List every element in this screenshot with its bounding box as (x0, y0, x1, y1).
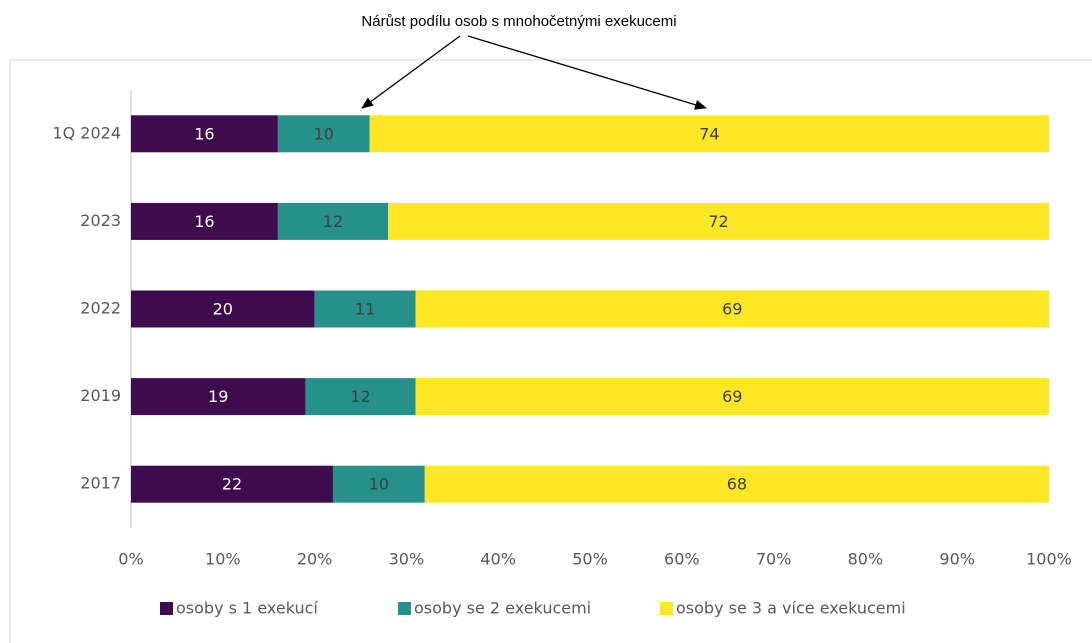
bar-segment (131, 290, 315, 328)
y-tick-label: 2023 (80, 211, 121, 230)
bar-segment (131, 202, 278, 240)
bar-segment (305, 378, 416, 416)
bar-segment (424, 465, 1049, 503)
data-label: 72 (708, 212, 728, 231)
x-tick-label: 0% (118, 550, 143, 569)
data-label: 16 (194, 124, 214, 143)
x-tick-label: 90% (939, 550, 975, 569)
data-label: 20 (213, 300, 233, 319)
x-tick-label: 80% (848, 550, 884, 569)
bar-segment (415, 290, 1050, 328)
data-label: 74 (699, 124, 719, 143)
x-tick-label: 20% (297, 550, 333, 569)
legend-label: osoby s 1 exekucí (176, 599, 318, 618)
bar-segment (388, 202, 1049, 240)
y-tick-label: 1Q 2024 (52, 123, 121, 142)
bar-segment (131, 115, 278, 153)
data-label: 16 (194, 212, 214, 231)
bar-segment (277, 202, 389, 240)
annotation: Nárůst podílu osob s mnohočetnými exekuc… (361, 13, 676, 30)
bar-segment (369, 115, 1049, 153)
bar-segment (314, 290, 416, 328)
chart-frame (9, 59, 1092, 643)
annotation-arrow (361, 35, 461, 109)
data-label: 12 (323, 212, 343, 231)
x-tick-label: 40% (480, 550, 516, 569)
data-label: 69 (722, 300, 742, 319)
x-tick-label: 50% (572, 550, 608, 569)
data-label: 10 (369, 475, 389, 494)
data-label: 22 (222, 475, 242, 494)
y-tick-label: 2022 (80, 299, 121, 318)
legend-swatch (160, 602, 173, 615)
data-label: 19 (208, 387, 228, 406)
y-tick-label: 2019 (80, 386, 121, 405)
x-tick-label: 60% (664, 550, 700, 569)
bar-segment (131, 378, 306, 416)
data-label: 10 (314, 124, 334, 143)
x-tick-label: 30% (389, 550, 425, 569)
legend-label: osoby se 2 exekucemi (414, 599, 591, 618)
legend-label: osoby se 3 a více exekucemi (676, 599, 906, 618)
annotation-arrow (467, 35, 707, 110)
x-tick-label: 100% (1026, 550, 1072, 569)
data-label: 12 (350, 387, 370, 406)
bar-segment (332, 465, 425, 503)
bar-segment (415, 378, 1050, 416)
legend-swatch (660, 602, 673, 615)
bar-segment (277, 115, 370, 153)
x-tick-label: 10% (205, 550, 241, 569)
bar-segment (131, 465, 333, 503)
x-tick-label: 70% (756, 550, 792, 569)
y-tick-label: 2017 (80, 474, 121, 493)
legend-swatch (398, 602, 411, 615)
data-label: 11 (355, 300, 375, 319)
data-label: 68 (727, 475, 747, 494)
data-label: 69 (722, 387, 742, 406)
